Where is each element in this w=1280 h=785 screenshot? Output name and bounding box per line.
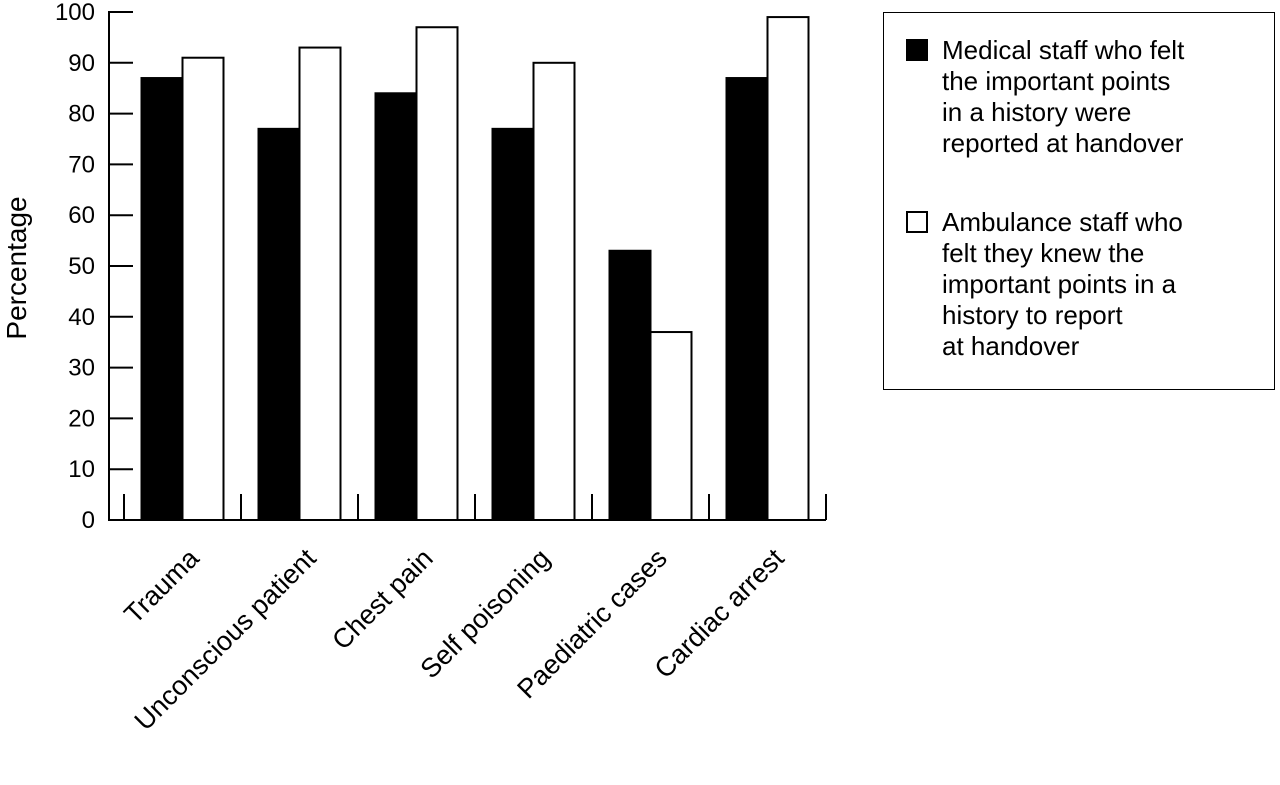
y-tick-label: 80 [68,101,95,128]
legend-swatch-medical [906,39,928,61]
y-tick-label: 40 [68,304,95,331]
bars [140,16,810,522]
bar-ambulance [415,26,459,522]
bar-ambulance [298,46,342,522]
y-axis: 0 10 20 30 40 50 60 70 80 90 100 [55,0,133,534]
bar-ambulance [649,331,693,522]
bar-medical [608,249,652,521]
bar-medical [725,77,769,521]
x-tick-label: Trauma [118,542,205,629]
bar-ambulance [181,56,225,521]
y-tick-label: 70 [68,151,95,178]
legend-swatch-ambulance [906,211,928,233]
bar-medical [257,127,301,521]
legend-label-ambulance: Ambulance staff who felt they knew the i… [942,207,1183,361]
bar-medical [491,127,535,521]
bar-ambulance [766,16,810,522]
y-tick-label: 90 [68,50,95,77]
legend-entry-ambulance: Ambulance staff who felt they knew the i… [906,207,1262,362]
legend: Medical staff who felt the important poi… [883,12,1275,390]
x-axis [109,494,827,521]
legend-label-medical: Medical staff who felt the important poi… [942,35,1185,158]
y-tick-label: 20 [68,405,95,432]
bar-ambulance [532,61,576,522]
x-tick-label: Chest pain [326,543,438,655]
y-tick-label: 30 [68,355,95,382]
bar-medical [140,77,184,521]
legend-entry-medical: Medical staff who felt the important poi… [906,35,1262,159]
bar-medical [374,92,418,521]
y-axis-label: Percentage [1,196,32,339]
y-tick-label: 100 [55,0,95,26]
y-tick-label: 0 [82,507,95,534]
y-tick-label: 10 [68,456,95,483]
y-tick-label: 60 [68,202,95,229]
y-tick-label: 50 [68,253,95,280]
